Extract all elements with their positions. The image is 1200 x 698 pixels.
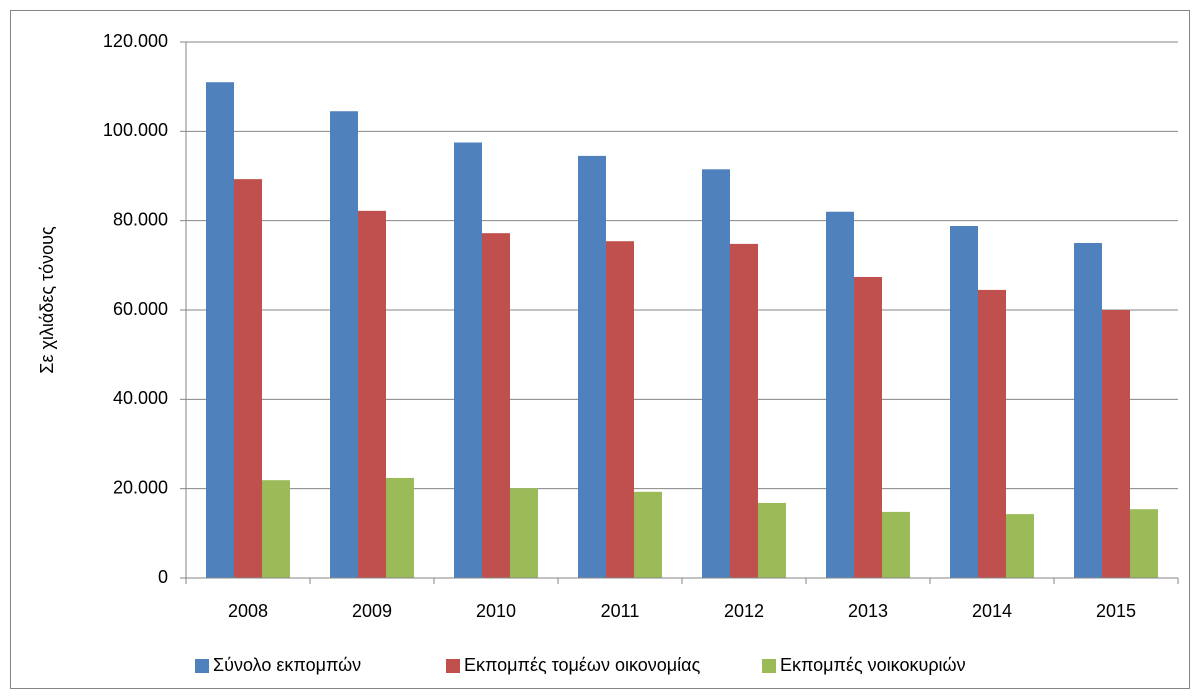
y-tick-label: 40.000 <box>113 388 168 408</box>
legend-swatch <box>195 659 209 673</box>
bar <box>950 226 978 578</box>
bar <box>330 111 358 578</box>
bar <box>578 155 606 578</box>
y-tick-label: 0 <box>158 567 168 587</box>
x-tick-label: 2014 <box>972 601 1012 621</box>
bar <box>206 82 234 578</box>
legend-swatch <box>446 659 460 673</box>
bar <box>510 488 538 578</box>
bar <box>1130 509 1158 578</box>
bar <box>358 210 386 578</box>
y-tick-label: 120.000 <box>103 31 168 51</box>
y-axis-label: Σε χιλιάδες τόνους <box>37 226 57 374</box>
bar <box>606 241 634 579</box>
legend-label: Εκπομπές τομέων οικονομίας <box>464 655 701 675</box>
bar <box>482 233 510 578</box>
legend-swatch <box>762 659 776 673</box>
x-tick-label: 2008 <box>228 601 268 621</box>
bar <box>634 491 662 578</box>
x-tick-label: 2009 <box>352 601 392 621</box>
x-tick-label: 2012 <box>724 601 764 621</box>
y-tick-label: 60.000 <box>113 299 168 319</box>
bar <box>702 169 730 579</box>
bar <box>978 289 1006 578</box>
y-tick-label: 20.000 <box>113 477 168 497</box>
bar <box>1006 514 1034 578</box>
bar <box>882 511 910 578</box>
legend-label: Εκπομπές νοικοκυριών <box>780 655 966 675</box>
bar <box>454 142 482 578</box>
legend-label: Σύνολο εκπομπών <box>213 655 361 675</box>
bar <box>234 179 262 579</box>
x-tick-label: 2013 <box>848 601 888 621</box>
bar <box>386 477 414 578</box>
bar <box>826 211 854 578</box>
bar <box>262 480 290 578</box>
y-tick-label: 80.000 <box>113 209 168 229</box>
bar <box>1074 243 1102 578</box>
y-tick-label: 100.000 <box>103 120 168 140</box>
bar <box>854 276 882 578</box>
x-tick-label: 2015 <box>1096 601 1136 621</box>
bar <box>1102 310 1130 578</box>
bar <box>758 502 786 578</box>
x-tick-label: 2010 <box>476 601 516 621</box>
bar <box>730 243 758 579</box>
x-tick-label: 2011 <box>601 601 640 621</box>
